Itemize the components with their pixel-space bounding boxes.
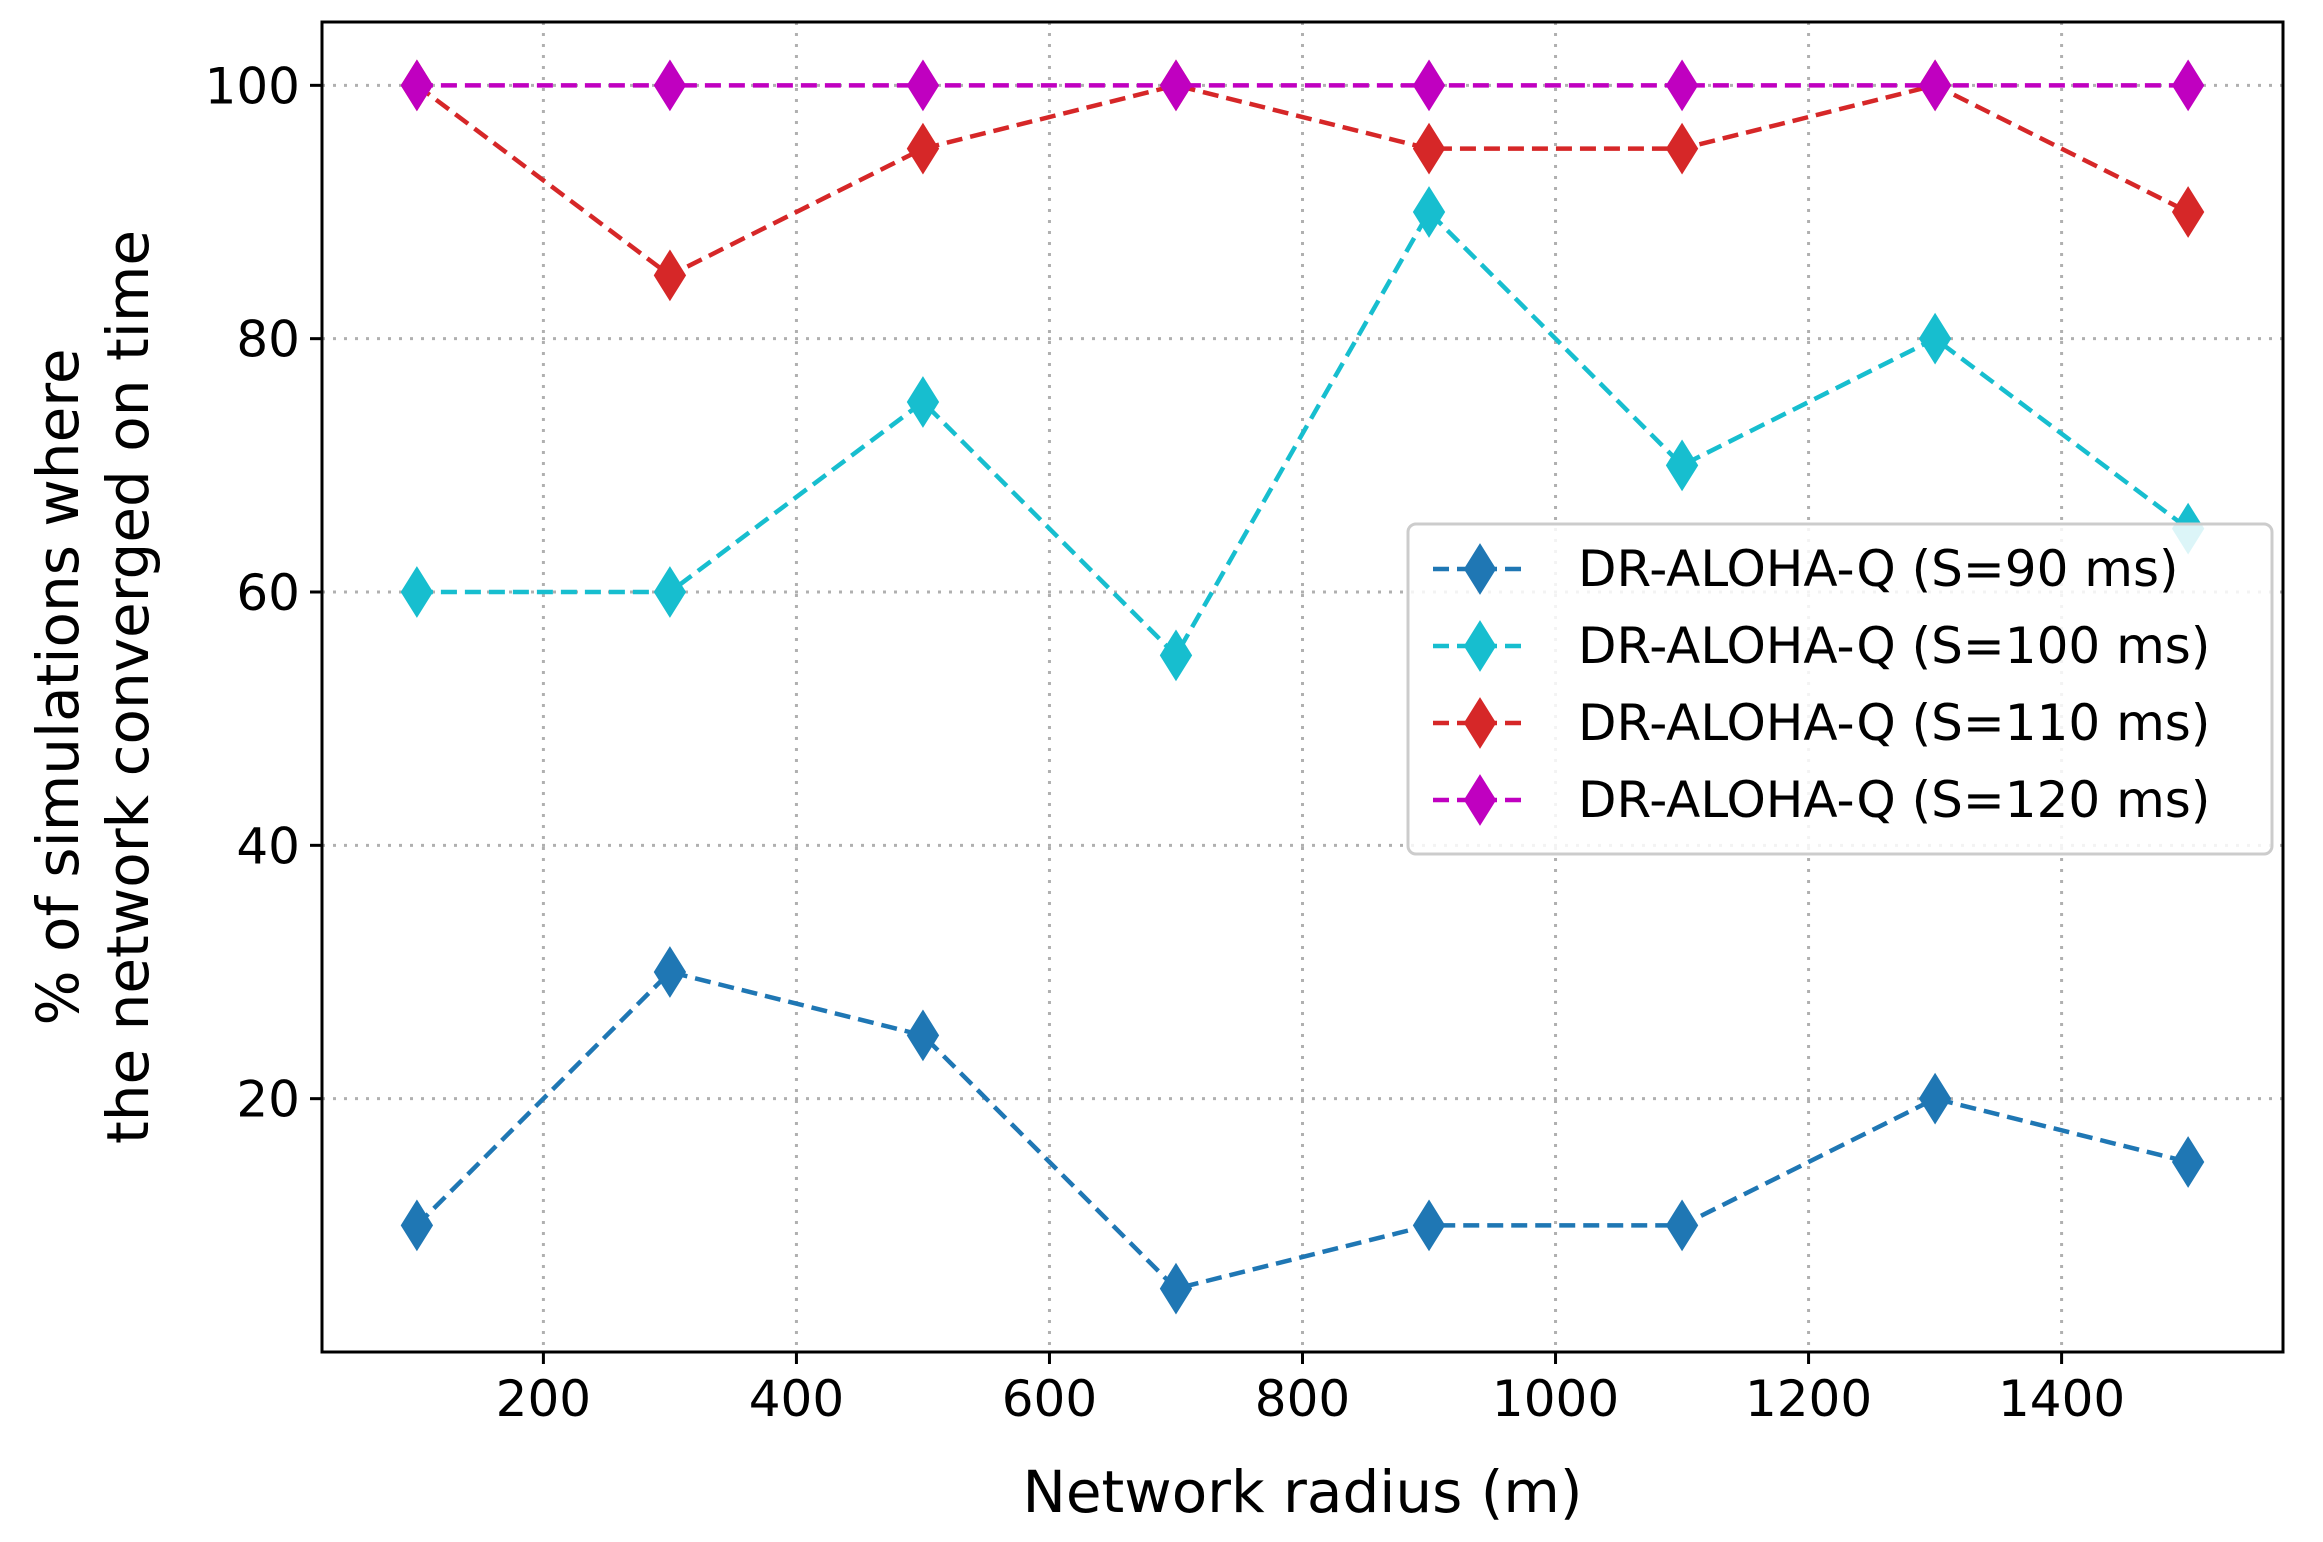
data-point bbox=[1412, 59, 1446, 112]
x-tick-label: 400 bbox=[749, 1370, 844, 1428]
legend-item: DR-ALOHA-Q (S=110 ms) bbox=[1433, 694, 2210, 752]
data-point bbox=[653, 946, 687, 998]
data-point bbox=[906, 1009, 940, 1062]
x-axis-title: Network radius (m) bbox=[1022, 1458, 1582, 1526]
data-point bbox=[400, 1199, 434, 1252]
data-point bbox=[1159, 629, 1193, 682]
x-tick-label: 1400 bbox=[1998, 1370, 2125, 1428]
series-line bbox=[415, 969, 2189, 1292]
x-tick-label: 200 bbox=[496, 1370, 591, 1428]
x-tick-label: 600 bbox=[1002, 1370, 1097, 1428]
data-point bbox=[1665, 439, 1699, 492]
data-point bbox=[2171, 1136, 2205, 1188]
series-0 bbox=[400, 946, 2205, 1315]
data-point bbox=[2171, 186, 2205, 238]
legend-item: DR-ALOHA-Q (S=100 ms) bbox=[1433, 617, 2210, 675]
y-tick-label: 20 bbox=[236, 1071, 300, 1129]
y-axis-title-line-2: the network converged on time bbox=[94, 230, 162, 1144]
data-point bbox=[400, 566, 434, 618]
legend-label: DR-ALOHA-Q (S=100 ms) bbox=[1578, 617, 2210, 675]
legend: DR-ALOHA-Q (S=90 ms) DR-ALOHA-Q (S=100 ms… bbox=[1406, 522, 2274, 856]
data-point bbox=[1918, 312, 1952, 365]
data-point bbox=[2171, 59, 2205, 112]
legend-item: DR-ALOHA-Q (S=120 ms) bbox=[1433, 771, 2210, 829]
data-point bbox=[1159, 1262, 1193, 1315]
legend-swatch-marker bbox=[1463, 774, 1497, 826]
legend-swatch-marker bbox=[1463, 697, 1497, 749]
data-point bbox=[400, 59, 434, 112]
data-point bbox=[1918, 59, 1952, 112]
data-point bbox=[1665, 1199, 1699, 1252]
data-point bbox=[1159, 59, 1193, 112]
legend-label: DR-ALOHA-Q (S=90 ms) bbox=[1578, 540, 2179, 598]
legend-swatch-marker bbox=[1463, 543, 1497, 595]
y-tick-label: 80 bbox=[236, 311, 300, 369]
data-point bbox=[1412, 122, 1446, 175]
legend-box bbox=[1406, 522, 2274, 856]
legend-label: DR-ALOHA-Q (S=110 ms) bbox=[1578, 694, 2210, 752]
data-point bbox=[653, 59, 687, 112]
legend-swatch-marker bbox=[1463, 620, 1497, 672]
data-point bbox=[1412, 186, 1446, 238]
data-point bbox=[653, 249, 687, 302]
data-point bbox=[906, 59, 940, 112]
y-axis-title-line-1: % of simulations where bbox=[24, 348, 92, 1025]
series-line bbox=[416, 208, 2190, 660]
x-tick-label: 1200 bbox=[1745, 1370, 1872, 1428]
data-point bbox=[653, 566, 687, 618]
y-tick-label: 60 bbox=[236, 564, 300, 622]
y-tick-label: 40 bbox=[236, 817, 300, 875]
x-tick-label: 800 bbox=[1255, 1370, 1350, 1428]
data-point bbox=[906, 376, 940, 428]
legend-label: DR-ALOHA-Q (S=120 ms) bbox=[1578, 771, 2210, 829]
x-tick-label: 1000 bbox=[1492, 1370, 1619, 1428]
y-tick-label: 100 bbox=[205, 57, 300, 115]
data-point bbox=[1918, 1072, 1952, 1125]
legend-item: DR-ALOHA-Q (S=90 ms) bbox=[1433, 540, 2179, 598]
series-layer bbox=[400, 59, 2205, 1315]
series-line bbox=[415, 82, 2190, 278]
data-point bbox=[1665, 59, 1699, 112]
data-point bbox=[1665, 122, 1699, 175]
ticks: 200 400 600 800 1000 1200 1400 20 40 60 80 100 bbox=[205, 57, 2126, 1428]
series-3 bbox=[400, 59, 2205, 112]
grid bbox=[322, 22, 2283, 1352]
data-point bbox=[906, 122, 940, 175]
data-point bbox=[1412, 1199, 1446, 1252]
